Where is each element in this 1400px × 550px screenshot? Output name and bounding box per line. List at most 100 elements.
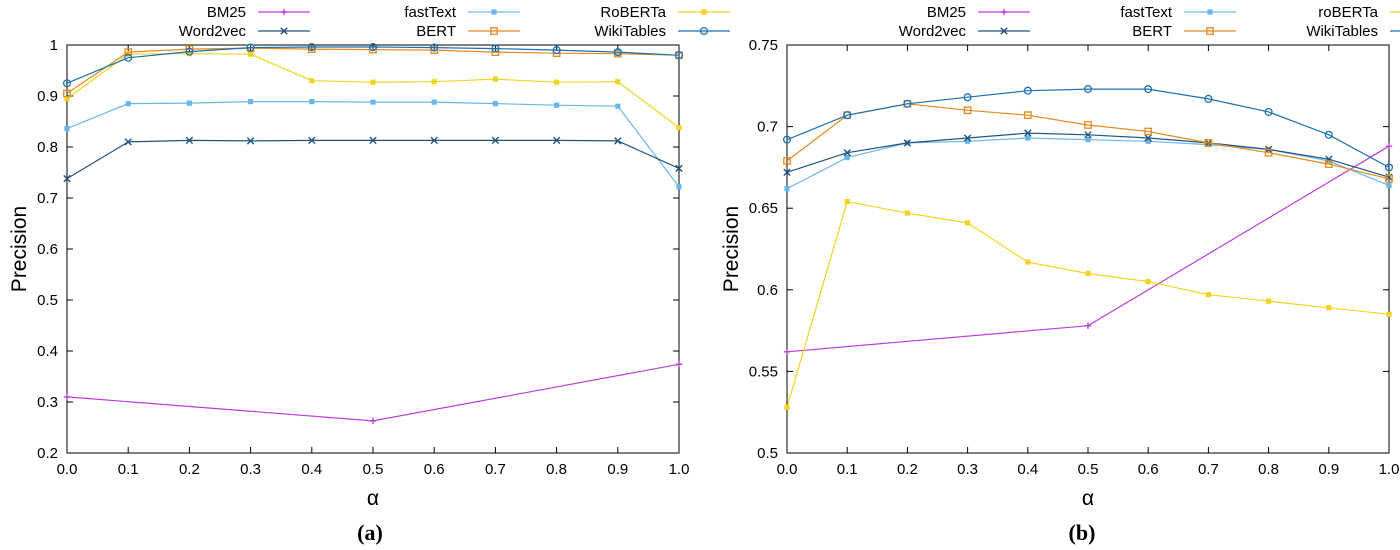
data-point xyxy=(248,51,254,57)
data-point xyxy=(552,136,561,145)
series-word2vec xyxy=(63,136,683,183)
data-point xyxy=(248,99,254,105)
data-point xyxy=(185,47,194,56)
panel-label: (b) xyxy=(1069,520,1096,545)
legend-swatch-marker xyxy=(699,26,709,36)
data-point xyxy=(552,46,561,55)
data-point xyxy=(844,155,850,161)
y-tick-label: 0.2 xyxy=(37,445,58,462)
series-line xyxy=(66,47,680,94)
x-tick-label: 0.0 xyxy=(777,461,798,478)
x-tick-label: 0.4 xyxy=(301,461,322,478)
data-point xyxy=(782,135,792,144)
panel-label: (a) xyxy=(357,520,383,545)
data-point xyxy=(676,125,682,131)
data-point xyxy=(63,89,71,98)
x-tick-label: 0.1 xyxy=(118,461,139,478)
data-point xyxy=(63,174,71,183)
series-line xyxy=(66,363,680,422)
data-point xyxy=(125,101,131,107)
x-tick-label: 0.7 xyxy=(485,461,506,478)
series-line xyxy=(786,145,1390,353)
data-point xyxy=(676,184,682,190)
data-point xyxy=(1205,141,1211,148)
series-word2vec xyxy=(783,129,1393,181)
data-point xyxy=(965,138,971,144)
chart-panel-a: 0.0 0.1 0.2 0.3 0.4 0.5 0.6 0.7 0.8 0.9 1.0 0.2 0.3 0… xyxy=(8,4,730,545)
data-point xyxy=(1264,107,1273,116)
data-point xyxy=(1145,138,1151,144)
x-tick-label: 0.2 xyxy=(897,461,918,478)
x-tick-label: 0.6 xyxy=(424,461,445,478)
data-point xyxy=(1023,111,1032,120)
y-tick-label: 1 xyxy=(50,37,58,54)
data-point xyxy=(62,79,72,88)
y-tick-label: 0.65 xyxy=(749,200,778,217)
series-roberta xyxy=(784,199,1392,410)
series-fasttext xyxy=(784,135,1392,192)
data-point xyxy=(1266,298,1272,304)
data-point xyxy=(492,101,498,107)
data-point xyxy=(1326,305,1332,311)
y-tick-label: 0.9 xyxy=(37,88,58,105)
legend-label: WikiTables xyxy=(594,23,666,40)
data-point xyxy=(368,42,378,52)
data-point xyxy=(1024,129,1032,137)
legend-swatch-marker xyxy=(280,8,288,16)
data-point xyxy=(1023,86,1032,95)
data-point xyxy=(844,199,850,205)
y-tick-label: 0.6 xyxy=(37,241,58,258)
data-point xyxy=(1385,142,1393,150)
x-tick-label: 0.3 xyxy=(957,461,978,478)
legend-swatch-marker xyxy=(701,9,707,15)
y-tick-label: 0.75 xyxy=(749,37,778,54)
data-point xyxy=(186,51,192,57)
x-tick-label: 0.2 xyxy=(179,461,200,478)
data-point xyxy=(491,44,500,53)
series-bert xyxy=(63,44,683,98)
y-tick-label: 0.5 xyxy=(37,292,58,309)
x-axis-title: α xyxy=(367,487,379,510)
data-point xyxy=(1144,85,1153,94)
x-tick-label: 0.5 xyxy=(1078,461,1099,478)
data-point xyxy=(1145,279,1151,285)
y-tick-label: 0.3 xyxy=(37,394,58,411)
data-point xyxy=(1025,259,1031,265)
x-tick-label: 0.7 xyxy=(1198,461,1219,478)
data-point xyxy=(1144,134,1152,142)
data-point xyxy=(615,79,621,85)
x-tick-label: 0.4 xyxy=(1017,461,1038,478)
data-point xyxy=(246,137,255,145)
data-point xyxy=(431,79,437,85)
series-line xyxy=(786,88,1390,168)
data-point xyxy=(309,99,315,105)
legend-label: RoBERTa xyxy=(600,4,666,21)
legend-swatch-marker xyxy=(1206,27,1214,35)
data-point xyxy=(554,102,560,108)
data-point xyxy=(843,111,852,120)
data-point xyxy=(904,210,910,216)
data-point xyxy=(370,99,376,105)
x-tick-label: 1.0 xyxy=(1379,461,1400,478)
data-point xyxy=(903,99,912,108)
legend-label: Word2vec xyxy=(899,23,967,40)
y-axis-title: Precision xyxy=(8,206,31,292)
data-point xyxy=(369,417,377,425)
y-tick-label: 0.55 xyxy=(749,363,778,380)
data-point xyxy=(1084,131,1092,139)
legend-label: BERT xyxy=(1132,23,1172,40)
y-tick-label: 0.7 xyxy=(757,119,778,136)
data-point xyxy=(1386,182,1392,188)
legend-swatch-marker xyxy=(1207,9,1213,15)
data-point xyxy=(783,157,791,165)
data-point xyxy=(1386,311,1392,317)
data-point xyxy=(613,48,622,57)
legend-swatch-marker xyxy=(280,27,288,35)
data-point xyxy=(492,76,498,82)
legend-label: WikiTables xyxy=(1306,23,1378,40)
y-tick-label: 0.7 xyxy=(37,190,58,207)
legend-label: fastText xyxy=(404,4,457,21)
data-point xyxy=(784,186,790,192)
data-point xyxy=(491,136,500,145)
legend-label: BERT xyxy=(416,23,456,40)
